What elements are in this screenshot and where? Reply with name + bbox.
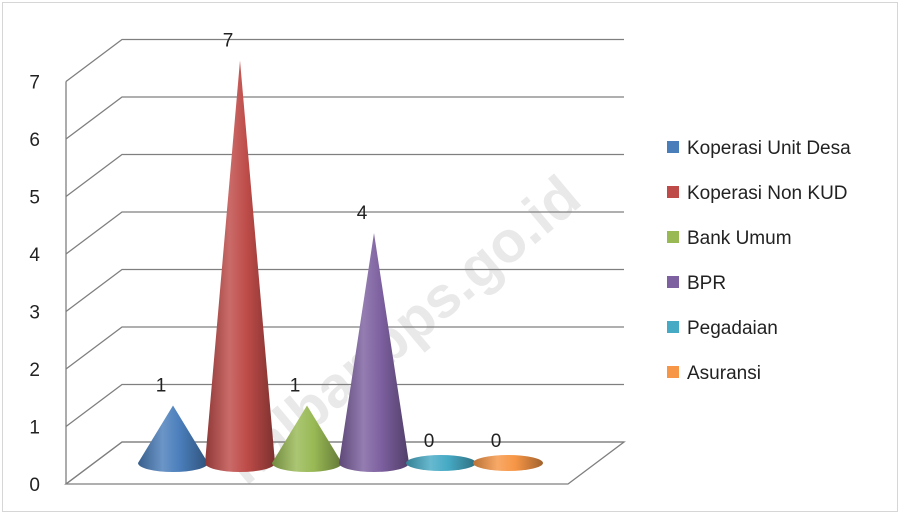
data-label: 1 bbox=[290, 376, 301, 397]
y-tick-label: 0 bbox=[29, 475, 40, 496]
cone-koperasi-non-kud bbox=[205, 60, 275, 472]
y-tick-label: 6 bbox=[29, 130, 40, 151]
gridline bbox=[65, 38, 624, 83]
gridline bbox=[65, 383, 624, 428]
legend-swatch bbox=[667, 321, 679, 333]
y-tick-label: 2 bbox=[29, 360, 40, 381]
legend-label: Koperasi Non KUD bbox=[687, 183, 848, 204]
legend-label: Koperasi Unit Desa bbox=[687, 138, 851, 159]
cone-bpr bbox=[339, 233, 409, 472]
data-label: 7 bbox=[223, 31, 234, 52]
y-tick-label: 5 bbox=[29, 188, 40, 209]
y-tick-label: 3 bbox=[29, 303, 40, 324]
legend-swatch bbox=[667, 186, 679, 198]
legend-swatch bbox=[667, 231, 679, 243]
y-tick-label: 7 bbox=[29, 73, 40, 94]
legend-swatch bbox=[667, 366, 679, 378]
cone-asuransi bbox=[473, 455, 543, 471]
chart-floor bbox=[64, 441, 626, 485]
legend-label: Asuransi bbox=[687, 363, 761, 384]
gridline bbox=[65, 326, 624, 370]
data-label: 0 bbox=[491, 431, 502, 452]
legend-label: Bank Umum bbox=[687, 228, 792, 249]
y-tick-label: 4 bbox=[29, 245, 40, 266]
legend-swatch bbox=[667, 276, 679, 288]
gridline bbox=[65, 268, 624, 313]
cone-koperasi-unit-desa bbox=[138, 405, 208, 472]
y-tick-label: 1 bbox=[29, 418, 40, 439]
cone-pegadaian bbox=[406, 455, 476, 471]
gridline bbox=[65, 211, 624, 255]
gridline bbox=[65, 96, 624, 140]
data-label: 0 bbox=[424, 431, 435, 452]
data-label: 4 bbox=[357, 203, 368, 224]
legend-label: Pegadaian bbox=[687, 318, 778, 339]
gridline bbox=[65, 153, 624, 198]
legend-swatch bbox=[667, 141, 679, 153]
cone-bank-umum bbox=[272, 405, 342, 472]
legend-label: BPR bbox=[687, 273, 726, 294]
data-label: 1 bbox=[156, 376, 167, 397]
